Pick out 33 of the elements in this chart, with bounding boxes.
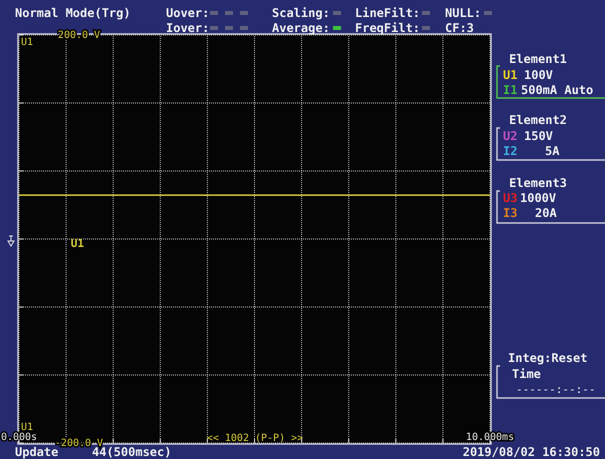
text: 5A — [545, 144, 560, 158]
annotation: U1 — [21, 37, 34, 48]
text: ------:--:-- — [516, 383, 596, 396]
text: Uover: — [166, 6, 210, 20]
text: 100V — [524, 68, 553, 82]
text: Element2 — [509, 113, 567, 127]
text: U1 — [70, 237, 84, 250]
text: Element1 — [509, 52, 567, 66]
annotation: << 1002 (P-P) >> — [206, 433, 304, 444]
annotation: CF:3 — [445, 21, 474, 35]
text: Time — [512, 367, 541, 381]
text: NULL: — [445, 6, 482, 20]
text: Update — [15, 445, 58, 459]
text: I1 — [503, 83, 518, 97]
annotation: Average: — [272, 21, 330, 35]
annotation: FreqFilt: — [355, 21, 420, 35]
text: LineFilt: — [355, 6, 420, 20]
text: Element3 — [509, 176, 567, 190]
text: U3 — [503, 191, 518, 205]
text: U1 — [503, 68, 518, 82]
text: Normal Mode(Trg) — [15, 6, 131, 20]
text: 2019/08/02 16:30:50 — [462, 445, 600, 459]
text: 1000V — [520, 191, 556, 205]
text: I3 — [503, 206, 518, 220]
text: 150V — [524, 129, 553, 143]
annotation: U1 — [21, 422, 34, 433]
text: I2 — [503, 144, 518, 158]
text: Integ:Reset — [508, 351, 588, 365]
text: 500mA Auto — [521, 83, 594, 97]
annotation: Iover: — [166, 21, 210, 35]
text: Scaling: — [272, 6, 330, 20]
text: U2 — [503, 129, 518, 143]
text: 20A — [535, 206, 558, 220]
